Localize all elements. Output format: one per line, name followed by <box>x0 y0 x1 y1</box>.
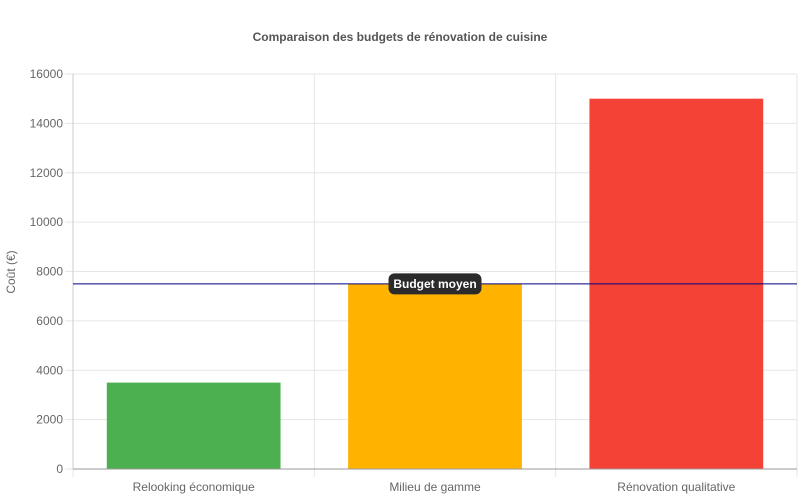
annotation: Budget moyen <box>73 273 797 295</box>
y-tick-label: 6000 <box>36 314 63 328</box>
x-tick-label: Rénovation qualitative <box>617 480 735 494</box>
y-axis-title: Coût (€) <box>4 250 18 293</box>
y-tick-label: 8000 <box>36 265 63 279</box>
y-tick-label: 12000 <box>30 166 64 180</box>
axes: 0 2000 4000 6000 8000 10000 12000 14000 16000 Rel… <box>30 67 798 494</box>
grid <box>72 73 798 469</box>
average-budget-label: Budget moyen <box>393 277 476 291</box>
bar <box>348 283 522 469</box>
x-tick-label: Relooking économique <box>133 480 255 494</box>
chart-title: Comparaison des budgets de rénovation de… <box>253 30 548 44</box>
y-tick-label: 0 <box>56 462 63 476</box>
average-budget-label-box <box>388 273 482 295</box>
y-tick-label: 16000 <box>30 67 64 81</box>
y-tick-label: 14000 <box>30 116 64 130</box>
y-tick-label: 10000 <box>30 215 64 229</box>
x-tick-label: Milieu de gamme <box>389 480 481 494</box>
y-tick-label: 4000 <box>36 363 63 377</box>
bar <box>106 382 281 469</box>
y-tick-label: 2000 <box>36 413 63 427</box>
